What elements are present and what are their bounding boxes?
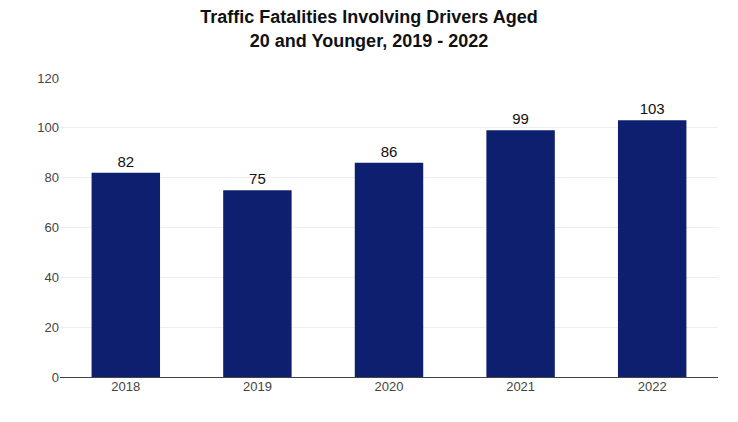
svg-text:2021: 2021: [506, 379, 535, 394]
svg-text:103: 103: [640, 100, 665, 117]
svg-text:0: 0: [52, 370, 59, 385]
svg-text:2020: 2020: [375, 379, 404, 394]
svg-text:2022: 2022: [638, 379, 667, 394]
svg-text:100: 100: [37, 120, 59, 135]
svg-text:120: 120: [37, 71, 59, 86]
svg-text:2019: 2019: [243, 379, 272, 394]
svg-text:80: 80: [45, 170, 59, 185]
svg-text:40: 40: [45, 270, 59, 285]
svg-text:Traffic Fatalities Involving D: Traffic Fatalities Involving Drivers Age…: [200, 7, 537, 50]
svg-text:60: 60: [45, 220, 59, 235]
svg-text:20: 20: [45, 320, 59, 335]
svg-text:99: 99: [512, 110, 529, 127]
svg-text:75: 75: [249, 170, 266, 187]
svg-text:86: 86: [381, 143, 398, 160]
svg-text:2018: 2018: [111, 379, 140, 394]
svg-text:82: 82: [117, 153, 134, 170]
